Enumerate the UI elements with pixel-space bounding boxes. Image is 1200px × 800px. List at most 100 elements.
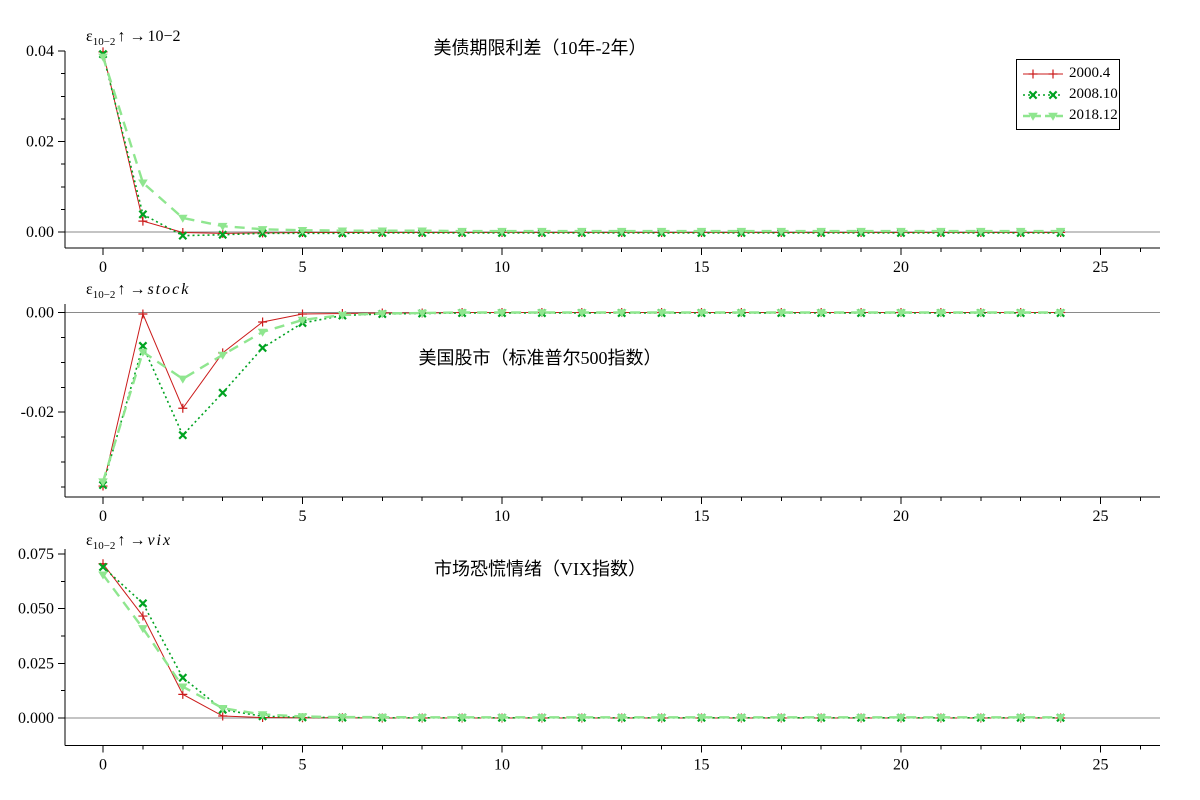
panel-treasury-spread: 0.00 0.02 0.04 0 5 10 15 20 25 bbox=[26, 43, 1160, 276]
triangle-down-marker bbox=[497, 309, 507, 318]
legend-label: 2008.10 bbox=[1069, 86, 1118, 102]
series-markers-2018.12 bbox=[98, 571, 1066, 723]
series-line-2000.4 bbox=[102, 51, 1061, 234]
y-tick-label: 0.000 bbox=[18, 710, 54, 727]
triangle-down-marker bbox=[497, 714, 507, 723]
legend-label: 2018.12 bbox=[1069, 107, 1118, 123]
triangle-down-marker bbox=[138, 625, 148, 634]
triangle-down-marker bbox=[856, 227, 866, 236]
plus-marker bbox=[178, 403, 188, 413]
epsilon-symbol: ε bbox=[86, 532, 93, 549]
x-tick-label: 25 bbox=[1093, 259, 1109, 276]
triangle-down-marker bbox=[577, 714, 587, 723]
triangle-down-marker bbox=[1015, 227, 1026, 236]
triangle-down-marker bbox=[337, 713, 348, 722]
x-tick-label: 25 bbox=[1093, 757, 1109, 774]
series-markers-2018.12 bbox=[98, 53, 1066, 236]
y-tick-label: -0.02 bbox=[21, 404, 54, 421]
triangle-down-marker bbox=[776, 714, 787, 723]
x-tick-label: 20 bbox=[893, 757, 909, 774]
triangle-down-marker bbox=[98, 571, 108, 580]
triangle-down-marker bbox=[776, 227, 787, 236]
triangle-down-marker bbox=[138, 179, 148, 188]
triangle-down-marker bbox=[138, 348, 148, 357]
legend-entry-2018.12: 2018.12 bbox=[1022, 105, 1118, 126]
legend: 2000.4 2008.10 2018.12 bbox=[1016, 59, 1120, 130]
impulse-label-vix: ε10−2 ↑ → vix bbox=[86, 532, 172, 552]
triangle-down-marker bbox=[816, 227, 826, 236]
cross-marker bbox=[138, 598, 148, 608]
y-tick-label: 0.025 bbox=[18, 655, 54, 672]
epsilon-subscript: 10−2 bbox=[92, 289, 116, 302]
series-markers-2000.4 bbox=[98, 559, 1066, 723]
x-tick-label: 0 bbox=[99, 508, 107, 525]
cross-marker bbox=[218, 230, 228, 240]
impulse-label-sp500: ε10−2 ↑ → stock bbox=[86, 281, 190, 301]
triangle-down-marker bbox=[537, 714, 547, 723]
cross-marker bbox=[178, 430, 188, 440]
triangle-down-marker bbox=[417, 309, 427, 318]
series-markers-2000.4 bbox=[98, 308, 1066, 491]
triangle-down-marker bbox=[816, 309, 826, 318]
x-tick-label: 10 bbox=[494, 757, 510, 774]
triangle-down-marker bbox=[896, 309, 906, 318]
triangle-down-marker bbox=[417, 714, 427, 723]
triangle-down-marker bbox=[656, 227, 667, 236]
triangle-down-marker bbox=[178, 375, 188, 384]
series-line-2008.10 bbox=[102, 53, 1061, 237]
panel-vix: 0.000 0.025 0.050 0.075 0 5 10 15 20 25 bbox=[18, 546, 1160, 774]
arrow-icons: ↑ → bbox=[117, 28, 146, 45]
series-line-2000.4 bbox=[102, 312, 1061, 487]
triangle-down-marker bbox=[736, 227, 747, 236]
cross-marker bbox=[138, 341, 148, 351]
legend-entry-2008.10: 2008.10 bbox=[1022, 84, 1118, 105]
legend-line-sample bbox=[1023, 69, 1063, 78]
series-markers-2018.12 bbox=[98, 309, 1066, 487]
triangle-down-marker bbox=[217, 704, 228, 713]
panel-title-sp500: 美国股市（标准普尔500指数） bbox=[418, 348, 662, 368]
triangle-down-marker bbox=[856, 714, 866, 723]
triangle-down-marker bbox=[537, 227, 547, 236]
plus-marker bbox=[258, 317, 268, 327]
epsilon-subscript: 10−2 bbox=[92, 36, 116, 49]
x-tick-label: 15 bbox=[694, 757, 710, 774]
legend-entry-2000.4: 2000.4 bbox=[1022, 63, 1115, 84]
triangle-down-marker bbox=[377, 713, 388, 722]
x-tick-label: 5 bbox=[299, 259, 307, 276]
x-tick-label: 10 bbox=[494, 508, 510, 525]
series-line-2018.12 bbox=[101, 56, 1061, 233]
plus-marker bbox=[138, 216, 148, 226]
triangle-down-marker bbox=[1048, 112, 1058, 121]
triangle-down-marker bbox=[457, 309, 467, 318]
triangle-down-marker bbox=[297, 226, 308, 235]
series-line-2000.4 bbox=[102, 563, 1061, 719]
series-line-2008.10 bbox=[102, 312, 1061, 486]
series-line-2018.12 bbox=[101, 311, 1061, 482]
triangle-down-marker bbox=[98, 478, 108, 487]
triangle-down-marker bbox=[257, 226, 268, 235]
impulse-target: 10−2 bbox=[147, 28, 181, 45]
legend-label: 2000.4 bbox=[1069, 65, 1111, 81]
legend-line-sample bbox=[1023, 90, 1063, 99]
epsilon-symbol: ε bbox=[86, 281, 93, 298]
cross-marker bbox=[178, 673, 188, 683]
triangle-down-marker bbox=[457, 714, 467, 723]
triangle-down-marker bbox=[696, 227, 707, 236]
cross-marker bbox=[1028, 90, 1038, 99]
x-tick-label: 5 bbox=[299, 757, 307, 774]
x-tick-label: 15 bbox=[694, 259, 710, 276]
panel-title-treasury-spread: 美债期限利差（10年-2年） bbox=[433, 38, 647, 58]
epsilon-symbol: ε bbox=[86, 28, 93, 45]
cross-marker bbox=[218, 388, 228, 398]
triangle-down-marker bbox=[337, 311, 348, 320]
triangle-down-marker bbox=[1055, 309, 1066, 318]
impulse-target: stock bbox=[147, 281, 191, 298]
triangle-down-marker bbox=[1015, 309, 1026, 318]
y-tick-label: 0.04 bbox=[26, 43, 54, 60]
plus-marker bbox=[1048, 69, 1058, 78]
triangle-down-marker bbox=[457, 227, 467, 236]
triangle-down-marker bbox=[1028, 112, 1038, 121]
x-tick-label: 5 bbox=[299, 508, 307, 525]
